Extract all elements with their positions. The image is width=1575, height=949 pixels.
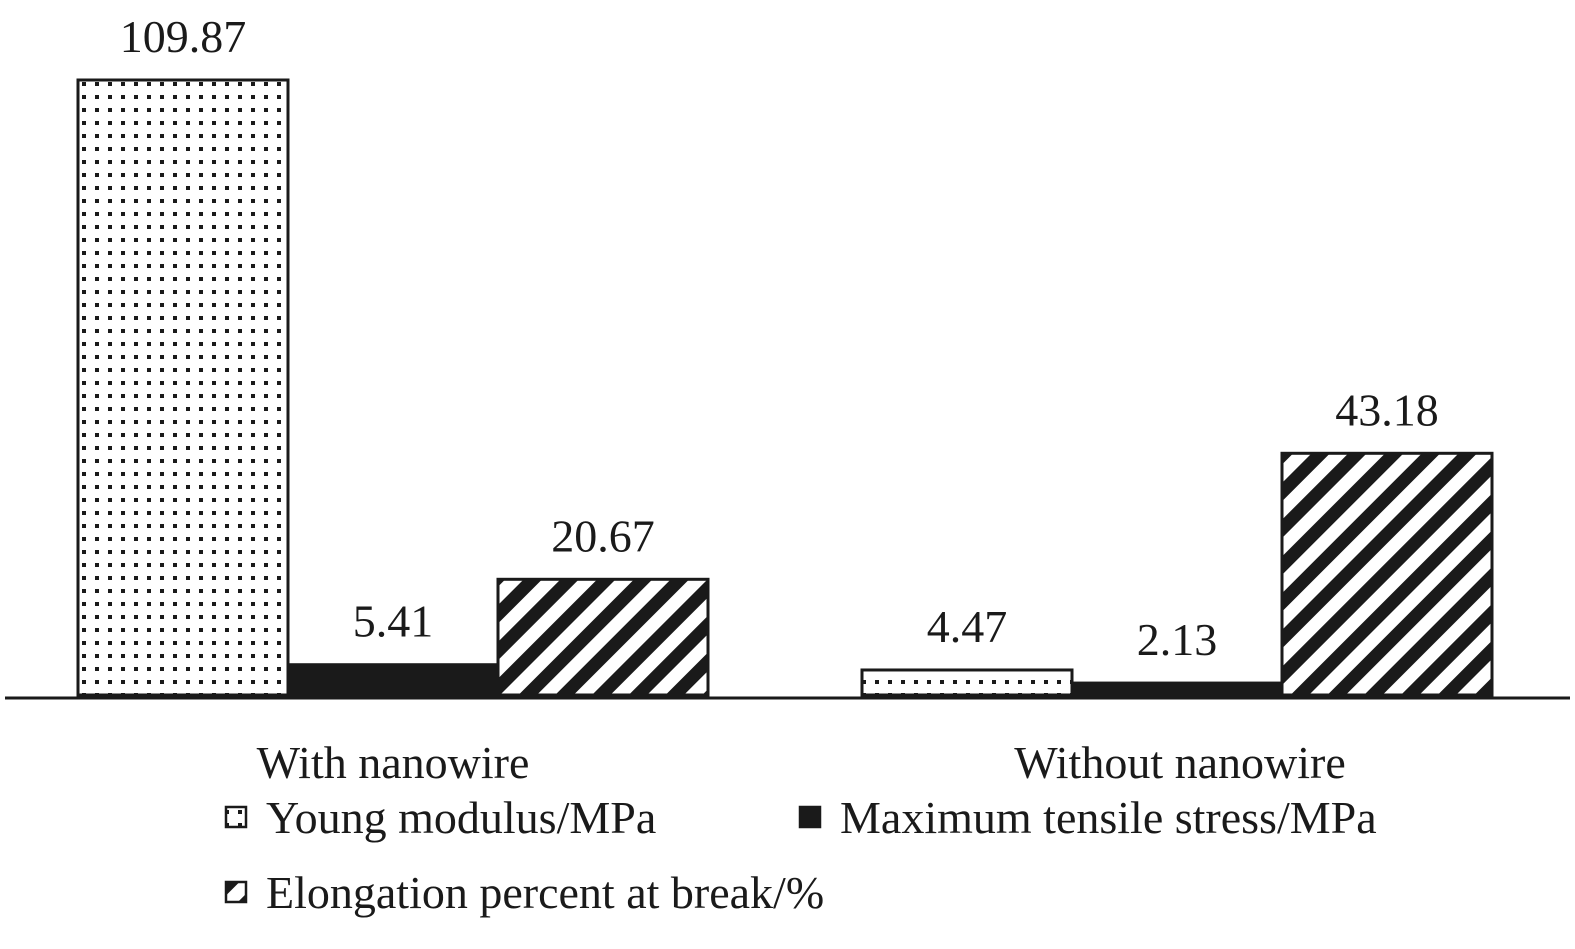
legend-swatch-2 (798, 805, 822, 829)
legend-item-3: Elongation percent at break/% (224, 867, 824, 918)
legend-item-2: Maximum tensile stress/MPa (798, 792, 1377, 843)
value-label-1-1: 109.87 (120, 11, 247, 62)
bar-2-1 (860, 668, 1074, 697)
value-label-1-2: 5.41 (353, 596, 434, 647)
legend-swatch-1 (224, 805, 248, 829)
bar-1-1 (76, 78, 290, 697)
value-labels-layer: 109.87 5.41 20.67 4.47 2.13 43.18 (120, 11, 1439, 665)
bars-layer (76, 78, 1494, 697)
bar-2-3 (1280, 451, 1494, 697)
legend: Young modulus/MPa Maximum tensile stress/… (224, 792, 1377, 918)
value-label-2-2: 2.13 (1137, 614, 1218, 665)
legend-item-1: Young modulus/MPa (224, 792, 656, 843)
bar-2-2 (1070, 681, 1284, 697)
value-label-2-1: 4.47 (927, 601, 1008, 652)
bar-1-3 (496, 577, 710, 697)
legend-swatch-3 (224, 880, 248, 904)
category-label-2: Without nanowire (1014, 737, 1346, 788)
legend-label-1: Young modulus/MPa (266, 792, 656, 843)
value-label-2-3: 43.18 (1335, 384, 1439, 435)
legend-label-2: Maximum tensile stress/MPa (840, 792, 1377, 843)
bar-1-2 (286, 663, 500, 697)
value-label-1-3: 20.67 (551, 510, 655, 561)
legend-label-3: Elongation percent at break/% (266, 867, 824, 918)
category-labels-layer: With nanowire Without nanowire (257, 737, 1346, 788)
category-label-1: With nanowire (257, 737, 530, 788)
